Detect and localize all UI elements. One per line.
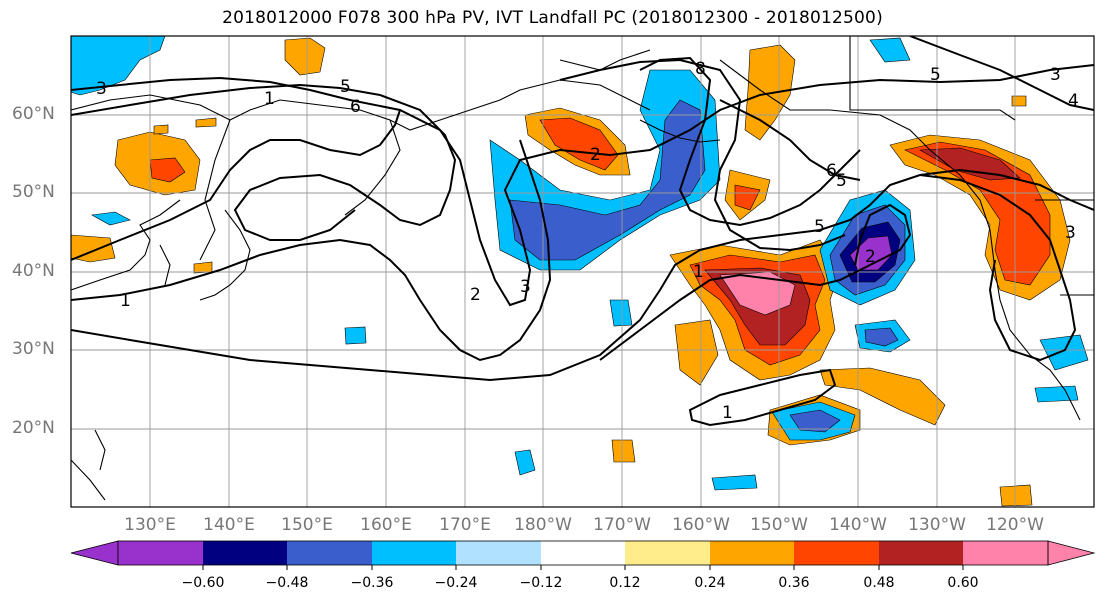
lon-label-150w: 150°W: [750, 515, 808, 535]
contour-label: 5: [814, 217, 825, 237]
lat-label-60n: 60°N: [12, 104, 55, 124]
colorbar-tick-label: −0.12: [520, 575, 563, 591]
contour-label: 3: [96, 79, 107, 99]
contour-label: 1: [264, 89, 275, 109]
colorbar-bin: [710, 541, 794, 565]
shade-orange-s8: [612, 440, 635, 462]
lon-label-120w: 120°W: [986, 515, 1044, 535]
colorbar-tick-label: 0.60: [947, 575, 978, 591]
lon-label-140e: 140°E: [203, 515, 255, 535]
shade-orange-s14: [194, 262, 212, 273]
contour-label: 2: [590, 145, 601, 165]
lat-label-40n: 40°N: [12, 261, 55, 281]
colorbar-tick-label: 0.48: [863, 575, 894, 591]
shade-blue-s6: [345, 327, 366, 344]
lon-label-140w: 140°W: [829, 515, 887, 535]
lon-label-170e: 170°E: [439, 515, 491, 535]
contour-label: 3: [1050, 65, 1061, 85]
lon-label-150e: 150°E: [281, 515, 333, 535]
contour-label: 1: [120, 291, 131, 311]
lon-label-160w: 160°W: [672, 515, 730, 535]
colorbar-bin: [203, 541, 287, 565]
map-background: [71, 36, 1094, 507]
shade-blue-s12: [1035, 386, 1078, 402]
colorbar-bin: [879, 541, 963, 565]
colorbar-tick-label: −0.48: [266, 575, 309, 591]
contour-label: 2: [470, 285, 481, 305]
contour-label: 5: [930, 65, 941, 85]
contour-label: 8: [695, 59, 706, 79]
shade-orange-s10: [1000, 485, 1032, 506]
colorbar-bin: [287, 541, 372, 565]
colorbar: [71, 541, 1094, 570]
colorbar-tick-label: −0.60: [182, 575, 225, 591]
colorbar-bin: [541, 541, 625, 565]
contour-label: 3: [1065, 223, 1076, 243]
colorbar-bin: [372, 541, 456, 565]
colorbar-bin: [118, 541, 203, 565]
lon-label-130e: 130°E: [124, 515, 176, 535]
colorbar-tick-label: 0.12: [609, 575, 640, 591]
contour-label: 6: [350, 97, 361, 117]
lon-label-180w: 180°W: [514, 515, 572, 535]
shade-blue-s7: [610, 300, 632, 326]
lat-label-20n: 20°N: [12, 418, 55, 438]
colorbar-bin: [456, 541, 541, 565]
map-figure: 3 5 6 2 3 1 8 5 6 5 3 2 1 2 4 5 3 1 1: [0, 0, 1105, 601]
lon-label-170w: 170°W: [593, 515, 651, 535]
colorbar-extend-high: [1048, 541, 1094, 565]
colorbar-tick-label: 0.24: [694, 575, 725, 591]
contour-label: 5: [836, 171, 847, 191]
colorbar-tick-label: −0.36: [351, 575, 394, 591]
lat-label-50n: 50°N: [12, 182, 55, 202]
contour-label: 4: [1068, 91, 1079, 111]
contour-label: 5: [340, 77, 351, 97]
colorbar-tick-label: 0.36: [778, 575, 809, 591]
contour-label: 1: [722, 403, 733, 423]
lat-label-30n: 30°N: [12, 339, 55, 359]
contour-label: 3: [520, 277, 531, 297]
shade-blue-s9: [712, 475, 757, 490]
shade-orange-s16: [154, 125, 168, 134]
colorbar-bin: [963, 541, 1048, 565]
colorbar-bin: [625, 541, 710, 565]
lon-label-130w: 130°W: [908, 515, 966, 535]
colorbar-extend-low: [71, 541, 118, 565]
contour-label: 2: [865, 247, 876, 267]
contour-label: 1: [693, 262, 704, 282]
colorbar-bin: [794, 541, 879, 565]
shade-orange-s13: [1012, 96, 1026, 106]
lon-label-160e: 160°E: [360, 515, 412, 535]
colorbar-tick-label: −0.24: [435, 575, 478, 591]
